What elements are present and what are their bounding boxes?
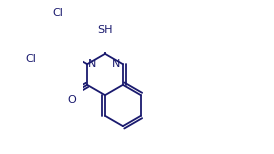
Text: Cl: Cl [52, 8, 63, 18]
Text: N: N [112, 59, 120, 69]
Text: N: N [88, 59, 97, 69]
Text: SH: SH [97, 25, 113, 35]
Text: O: O [68, 95, 76, 105]
Text: Cl: Cl [25, 54, 36, 64]
